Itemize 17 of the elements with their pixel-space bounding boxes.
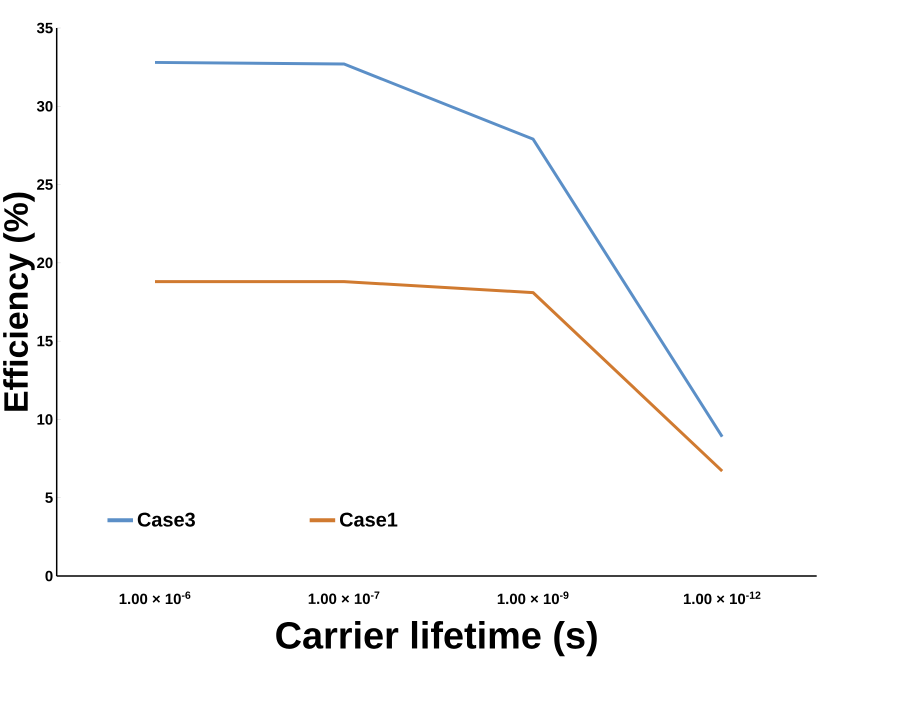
y-tick-label: 35 (36, 22, 53, 34)
y-axis-title: Efficiency (%) (3, 192, 35, 411)
x-tick-label: 1.00 × 10$^{-12}$ (684, 592, 760, 604)
y-tick-label: 15 (37, 336, 53, 346)
y-tick-label: 0 (45, 570, 53, 582)
x-tick-label: 1.00 × 10$^{-6}$ (120, 592, 190, 604)
y-tick-label: 5 (45, 492, 53, 503)
legend-label: Case3 (138, 512, 195, 527)
y-tick-label: 25 (37, 179, 53, 190)
legend-label: Case1 (340, 512, 398, 527)
x-tick-label: 1.00 × 10$^{-7}$ (308, 592, 380, 604)
x-axis-title: Carrier lifetime (s) (276, 621, 597, 656)
y-tick-label: 30 (36, 100, 53, 112)
x-tick-label: 1.00 × 10$^{-9}$ (498, 592, 568, 604)
y-tick-label: 10 (37, 414, 53, 425)
y-tick-label: 20 (37, 258, 53, 268)
line-series (154, 60, 724, 438)
